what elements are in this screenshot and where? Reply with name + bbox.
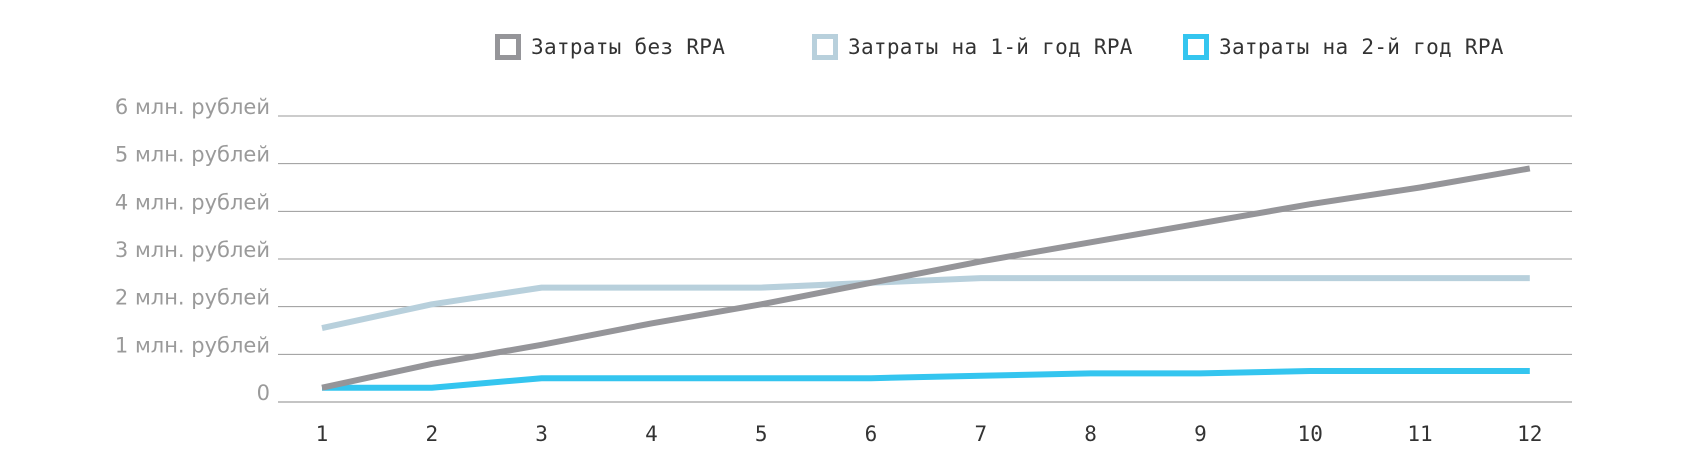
x-axis-tick-labels: 1 2 3 4 5 6 7 8 9 10 11 12 <box>316 422 1543 446</box>
x-tick-label: 7 <box>974 422 987 446</box>
legend-swatch-series-1 <box>495 34 521 60</box>
x-tick-label: 8 <box>1084 422 1097 446</box>
legend-swatch-series-2 <box>812 34 838 60</box>
legend-item-series-3: Затраты на 2-й год RPA <box>1183 34 1504 60</box>
x-tick-label: 4 <box>645 422 658 446</box>
series-line-1 <box>321 165 1531 391</box>
y-tick-label: 4 млн. рублей <box>115 190 270 214</box>
y-tick-label: 2 млн. рублей <box>115 286 270 310</box>
legend-item-series-1: Затраты без RPA <box>495 34 725 60</box>
y-tick-label: 6 млн. рублей <box>115 95 270 119</box>
x-tick-label: 10 <box>1298 422 1323 446</box>
y-tick-label: 5 млн. рублей <box>115 143 270 167</box>
x-tick-label: 11 <box>1407 422 1432 446</box>
legend-label-series-1: Затраты без RPA <box>531 35 726 59</box>
legend: Затраты без RPA Затраты на 1-й год RPA З… <box>0 34 1687 74</box>
series-line-2 <box>321 275 1530 332</box>
y-tick-label: 0 <box>257 381 270 405</box>
x-tick-label: 12 <box>1517 422 1542 446</box>
x-tick-label: 5 <box>755 422 768 446</box>
legend-label-series-3: Затраты на 2-й год RPA <box>1219 35 1504 59</box>
legend-item-series-2: Затраты на 1-й год RPA <box>812 34 1133 60</box>
x-tick-label: 2 <box>425 422 438 446</box>
x-tick-label: 9 <box>1194 422 1207 446</box>
legend-swatch-series-3 <box>1183 34 1209 60</box>
legend-label-series-2: Затраты на 1-й год RPA <box>848 35 1133 59</box>
x-tick-label: 6 <box>865 422 878 446</box>
x-tick-label: 1 <box>316 422 329 446</box>
y-tick-label: 3 млн. рублей <box>115 238 270 262</box>
y-axis-tick-labels: 0 1 млн. рублей 2 млн. рублей 3 млн. рублей… <box>115 95 270 405</box>
x-tick-label: 3 <box>535 422 548 446</box>
series-line-3 <box>322 368 1530 391</box>
y-tick-label: 1 млн. рублей <box>115 333 270 357</box>
series-lines <box>321 165 1531 391</box>
